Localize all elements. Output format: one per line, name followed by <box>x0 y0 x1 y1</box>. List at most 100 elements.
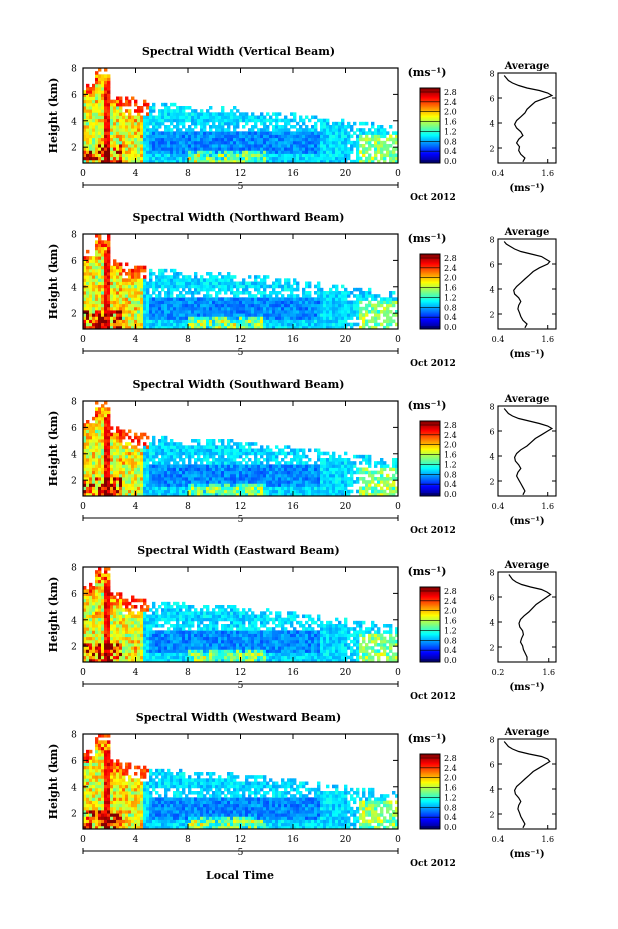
heatmap-cell <box>170 297 174 301</box>
heatmap-cell <box>215 128 219 132</box>
heatmap-cell <box>293 159 297 164</box>
heatmap-cell <box>194 310 198 314</box>
heatmap-cell <box>131 319 135 324</box>
heatmap-cell <box>362 325 366 330</box>
heatmap-cell <box>95 118 99 123</box>
heatmap-cell <box>236 322 240 327</box>
heatmap-cell <box>137 159 141 164</box>
heatmap-cell <box>101 442 105 446</box>
heatmap-cell <box>98 294 102 298</box>
day-label: 5 <box>238 182 244 192</box>
heatmap-cell <box>335 470 339 475</box>
heatmap-cell <box>101 426 105 430</box>
heatmap-cell <box>128 275 132 279</box>
heatmap-cell <box>293 156 297 161</box>
colorbar-tick-label: 0.0 <box>444 157 457 166</box>
heatmap-cell <box>257 118 261 123</box>
heatmap-cell <box>281 294 285 298</box>
heatmap-cell <box>347 303 351 308</box>
heatmap-cell <box>116 140 120 145</box>
heatmap-cell <box>374 310 378 314</box>
heatmap-cell <box>95 156 99 161</box>
heatmap-cell <box>89 284 93 289</box>
heatmap-cell <box>311 153 315 158</box>
heatmap-cell <box>272 489 276 494</box>
heatmap-cell <box>128 483 132 487</box>
heatmap-cell <box>89 303 93 308</box>
heatmap-cell <box>287 297 291 301</box>
heatmap-cell <box>284 137 288 142</box>
heatmap-cell <box>116 112 120 116</box>
heatmap-cell <box>218 278 222 282</box>
heatmap-cell <box>359 467 363 472</box>
heatmap-cell <box>284 473 288 478</box>
heatmap-cell <box>326 310 330 314</box>
heatmap-cell <box>167 294 171 298</box>
heatmap-cell <box>125 121 129 126</box>
heatmap-cell <box>287 306 291 311</box>
heatmap-cell <box>170 467 174 472</box>
heatmap-cell <box>230 451 234 456</box>
heatmap-cell <box>251 303 255 308</box>
heatmap-cell <box>341 156 345 161</box>
heatmap-cell <box>359 310 363 314</box>
heatmap-cell <box>248 467 252 472</box>
heatmap-cell <box>173 297 177 301</box>
heatmap-cell <box>248 319 252 324</box>
heatmap-cell <box>194 272 198 276</box>
heatmap-cell <box>179 284 183 289</box>
heatmap-cell <box>140 131 144 135</box>
heatmap-cell <box>152 102 156 107</box>
heatmap-cell <box>272 310 276 314</box>
heatmap-cell <box>116 106 120 110</box>
heatmap-cell <box>83 109 87 113</box>
heatmap-cell <box>137 131 141 135</box>
heatmap-cell <box>194 325 198 330</box>
heatmap-cell <box>353 303 357 308</box>
heatmap-cell <box>209 153 213 158</box>
heatmap-cell <box>335 159 339 164</box>
heatmap-cell <box>95 281 99 286</box>
heatmap-cell <box>290 492 294 497</box>
heatmap-cell <box>131 134 135 139</box>
heatmap-cell <box>167 445 171 449</box>
heatmap-cell <box>122 470 126 475</box>
heatmap-cell <box>362 313 366 317</box>
heatmap-cell <box>98 134 102 139</box>
heatmap-cell <box>326 313 330 317</box>
heatmap-cell <box>188 131 192 135</box>
heatmap-cell <box>83 483 87 487</box>
heatmap-cell <box>107 83 111 88</box>
heatmap-cell <box>185 486 189 491</box>
heatmap-cell <box>122 140 126 145</box>
heatmap-cell <box>197 147 201 151</box>
colorbar-tick-label: 2.0 <box>444 108 457 117</box>
heatmap-cell <box>143 489 147 494</box>
heatmap-cell <box>224 492 228 497</box>
heatmap-cell <box>89 322 93 327</box>
heatmap-cell <box>263 464 267 468</box>
heatmap-cell <box>137 297 141 301</box>
heatmap-cell <box>185 159 189 164</box>
heatmap-cell <box>323 319 327 324</box>
heatmap-cell <box>149 480 153 484</box>
heatmap-cell <box>95 262 99 267</box>
heatmap-cell <box>101 316 105 320</box>
heatmap-cell <box>287 477 291 481</box>
heatmap-cell <box>200 306 204 311</box>
heatmap-cell <box>329 147 333 151</box>
heatmap-cell <box>215 480 219 484</box>
heatmap-cell <box>92 284 96 289</box>
heatmap-cell <box>98 313 102 317</box>
heatmap-cell <box>149 489 153 494</box>
heatmap-cell <box>170 284 174 289</box>
heatmap-cell <box>200 131 204 135</box>
heatmap-cell <box>209 278 213 282</box>
heatmap-cell <box>278 313 282 317</box>
heatmap-cell <box>95 259 99 263</box>
heatmap-cell <box>245 156 249 161</box>
heatmap-cell <box>302 464 306 468</box>
heatmap-cell <box>320 473 324 478</box>
heatmap-cell <box>209 281 213 286</box>
heatmap-cell <box>227 313 231 317</box>
